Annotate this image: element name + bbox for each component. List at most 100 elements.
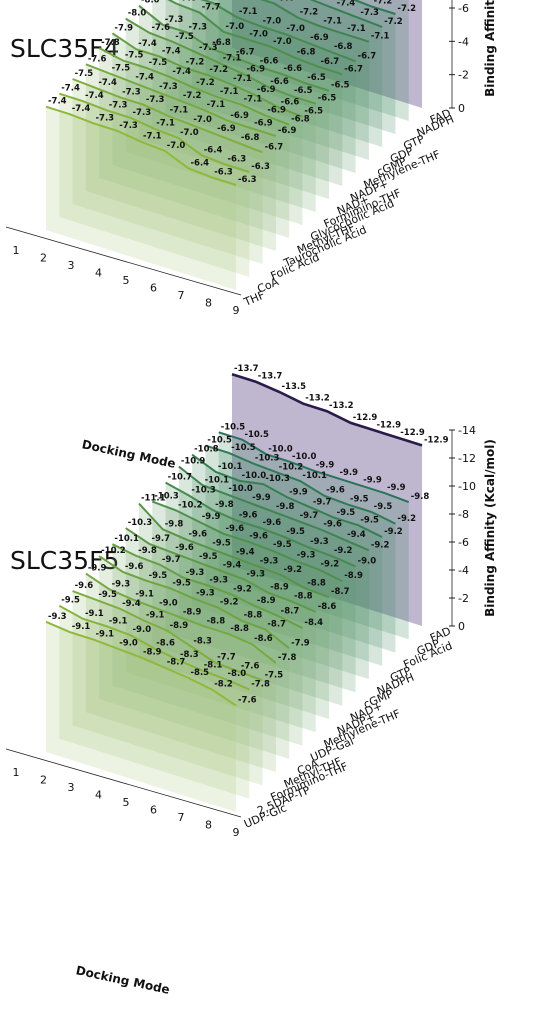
data-label: -9.8 <box>215 500 234 510</box>
data-label: -9.5 <box>350 495 369 505</box>
data-label: -9.2 <box>397 514 416 524</box>
data-label: -11.1 <box>141 494 166 504</box>
x-tick-label: 5 <box>123 796 130 809</box>
data-label: -8.7 <box>281 606 300 616</box>
ribbon-fill <box>178 0 369 160</box>
x-tick-label: 9 <box>233 826 240 839</box>
data-label: -10.0 <box>268 444 293 454</box>
data-label: -6.3 <box>238 175 257 185</box>
data-label: -7.6 <box>241 662 260 672</box>
data-label: -6.9 <box>230 111 249 121</box>
data-label: -7.5 <box>75 69 94 79</box>
data-label: -7.6 <box>276 0 295 3</box>
data-label: -9.5 <box>149 571 168 581</box>
x-tick-label: 5 <box>123 274 130 287</box>
data-label: -9.3 <box>246 570 265 580</box>
data-label: -10.5 <box>221 422 246 432</box>
data-label: -7.8 <box>251 680 270 690</box>
x-tick-label: 3 <box>68 781 75 794</box>
data-label: -9.2 <box>384 527 403 537</box>
data-label: -6.8 <box>241 133 260 143</box>
data-label: -7.2 <box>186 58 205 68</box>
data-label: -6.3 <box>251 162 270 172</box>
data-label: -7.1 <box>239 7 258 17</box>
data-label: -10.5 <box>207 436 232 446</box>
data-label: -7.3 <box>146 95 165 105</box>
data-label: -9.8 <box>138 546 157 556</box>
x-tick-label: 6 <box>150 282 157 295</box>
data-label: -7.4 <box>337 0 356 9</box>
data-label: -9.1 <box>85 609 104 619</box>
ribbon-fill <box>125 18 316 212</box>
data-label: -7.6 <box>151 23 170 33</box>
series-ribbon: -9.5 -9.1 -9.1 -9.0 -8.6 -8.3 -8.1 -8.0 -7.8 <box>58 596 270 799</box>
data-label: -8.7 <box>167 658 186 668</box>
ribbon-fill <box>46 621 236 812</box>
z-axis: 0 -2 -4 -6 -8 -10 -12 -14 Binding Affinity (Kcal… <box>449 424 497 633</box>
x-axis: 1 2 3 4 5 6 7 8 9 Docking Mode <box>5 748 242 997</box>
data-label: -6.4 <box>204 145 223 155</box>
data-label: -7.2 <box>183 91 202 101</box>
ribbon-fill <box>85 64 276 251</box>
data-label: -9.2 <box>371 540 390 550</box>
data-label: -10.1 <box>218 462 243 472</box>
data-label: -8.8 <box>230 624 249 634</box>
data-label: -9.4 <box>347 530 366 540</box>
ribbon-fill <box>218 0 409 121</box>
data-label: -8.4 <box>304 618 323 628</box>
data-label: -6.9 <box>246 65 265 75</box>
data-label: -6.8 <box>212 38 231 48</box>
data-label: -7.0 <box>167 141 186 151</box>
data-label: -6.6 <box>270 77 289 87</box>
x-axis-title: Docking Mode <box>75 963 171 997</box>
data-label: -9.6 <box>263 518 282 528</box>
data-label: -10.5 <box>244 430 269 440</box>
series-ribbon: -7.4 -7.4 -7.3 -7.3 -7.1 -7.0 -6.4 -6.3 -6.3 <box>45 97 257 291</box>
data-label: -6.5 <box>307 73 326 83</box>
data-label: -10.8 <box>194 445 219 455</box>
data-label: -13.2 <box>305 394 330 404</box>
data-label: -7.1 <box>170 106 189 116</box>
ribbon-fill <box>99 48 290 238</box>
data-label: -8.0 <box>128 9 147 19</box>
ribbon-fill <box>72 79 263 264</box>
data-label: -9.6 <box>323 520 342 530</box>
ribbon-fill <box>205 0 396 134</box>
data-label: -6.6 <box>284 64 303 74</box>
ribbon-fill <box>205 445 396 653</box>
series-line <box>85 63 277 137</box>
data-label: -7.0 <box>263 16 282 26</box>
chart-svg-slc35f4: -10.9-10.8-10.5-10.4-10.3-10.2-10.2-10.2… <box>5 0 497 471</box>
data-label: -9.5 <box>374 502 393 512</box>
data-label: -10.5 <box>231 443 256 453</box>
x-tick-label: 3 <box>68 259 75 272</box>
series-line <box>259 0 370 43</box>
series-ribbon: -10.9-10.8-10.5-10.4-10.3-10.2-10.2-10.2… <box>232 0 422 108</box>
data-label: -7.9 <box>291 638 310 648</box>
data-label: -7.3 <box>189 22 208 32</box>
series-line <box>72 590 263 682</box>
z-tick-label: -10 <box>458 480 476 493</box>
data-label: -9.6 <box>226 524 245 534</box>
ribbon-fill <box>85 573 276 773</box>
data-label: -8.0 <box>228 669 247 679</box>
data-label: -7.5 <box>112 64 131 74</box>
data-label: -7.3 <box>360 8 379 18</box>
series-ribbon: -7.6-7.5-7.4-7.3-7.2-7.1-6.9-6.9-6.9 <box>85 54 297 251</box>
data-label: -10.0 <box>292 452 317 462</box>
data-label: -8.0 <box>141 0 160 6</box>
data-label: -7.5 <box>149 58 168 68</box>
x-axis-line <box>5 226 242 296</box>
data-label: -13.7 <box>258 372 283 382</box>
data-label: -10.0 <box>228 484 253 494</box>
x-tick-label: 8 <box>205 297 212 310</box>
data-label: -9.5 <box>172 578 191 588</box>
data-label: -9.3 <box>260 556 279 566</box>
data-label: -8.9 <box>257 596 276 606</box>
series-line <box>218 431 410 504</box>
data-label: -9.9 <box>387 483 406 493</box>
data-label: -9.9 <box>202 512 221 522</box>
data-label: -7.1 <box>156 119 175 129</box>
data-label: -7.3 <box>133 108 152 118</box>
series-line <box>138 4 330 92</box>
